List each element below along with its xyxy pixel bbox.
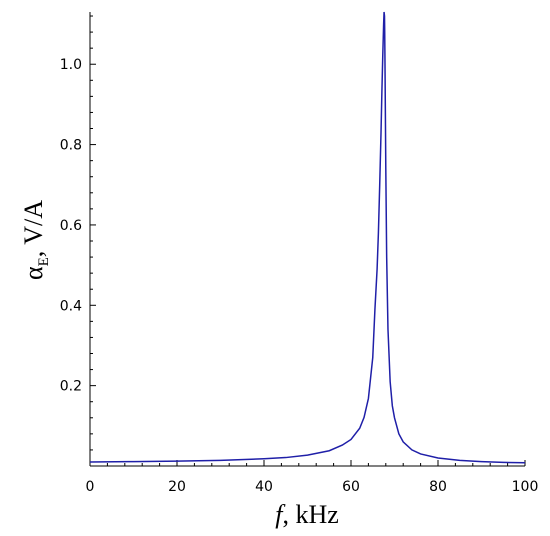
y-tick-label: 0.4 xyxy=(60,298,82,314)
y-tick-label: 1.0 xyxy=(60,57,82,73)
minor-ticks xyxy=(90,15,509,466)
x-tick-label: 60 xyxy=(342,479,360,495)
y-axis-title-symbol: α xyxy=(19,266,48,280)
x-axis-title-rest: , kHz xyxy=(282,500,338,529)
y-tick-label: 0.6 xyxy=(60,218,82,234)
x-axis-title-italic: f xyxy=(275,500,286,529)
y-axis-title-subscript: E xyxy=(36,257,52,266)
y-axis-title: αE, V/A xyxy=(19,200,52,280)
x-axis-title: f, kHz xyxy=(275,500,339,529)
major-ticks xyxy=(89,63,526,466)
x-tick-label: 80 xyxy=(429,479,447,495)
x-tick-label: 100 xyxy=(512,479,539,495)
y-axis-title-rest: , V/A xyxy=(19,200,48,258)
x-tick-label: 20 xyxy=(168,479,186,495)
x-tick-label: 40 xyxy=(255,479,273,495)
y-tick-label: 0.8 xyxy=(60,138,82,154)
series-line xyxy=(89,11,526,464)
x-tick-label: 0 xyxy=(86,479,95,495)
y-tick-label: 0.2 xyxy=(60,379,82,395)
tick-labels: 0 20 40 60 80 100 0.2 0.4 0.6 0.8 1.0 xyxy=(60,57,539,495)
